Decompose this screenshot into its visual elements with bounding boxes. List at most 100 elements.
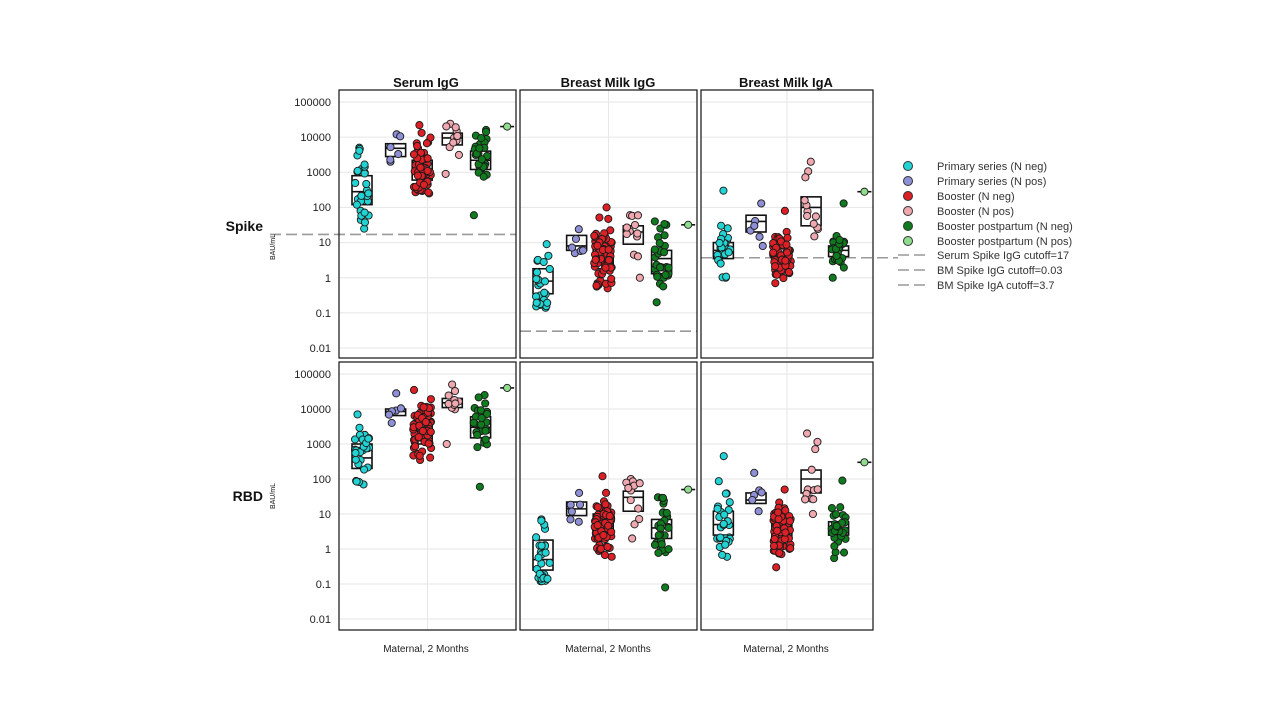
y-axis-ticks-spike: 0.01 0.1 1 10 100 1000 10000 100000: [294, 97, 331, 355]
data-point: [807, 465, 816, 474]
data-point: [532, 298, 541, 307]
legend-marker-booster-n-neg: [903, 191, 913, 201]
data-point: [544, 251, 553, 260]
data-point: [540, 277, 549, 286]
data-point: [716, 259, 725, 268]
data-point: [545, 264, 554, 274]
data-point: [481, 399, 490, 408]
data-point: [717, 221, 726, 230]
data-point: [622, 223, 631, 232]
data-point: [351, 455, 360, 464]
data-point: [424, 439, 433, 448]
row-title-spike: Spike: [226, 218, 264, 234]
y-tick-label: 10000: [300, 132, 331, 144]
data-point: [454, 150, 464, 159]
legend-marker-booster-n-pos: [903, 206, 913, 216]
data-point: [426, 133, 435, 142]
data-point: [630, 520, 639, 529]
data-point: [593, 503, 602, 512]
data-point: [602, 203, 611, 212]
y-axis-ticks-rbd: 0.01 0.1 1 10 100 1000 10000 100000: [294, 369, 331, 626]
data-point: [469, 211, 478, 220]
data-point: [770, 534, 779, 544]
legend-label-postpartum-n-pos: Booster postpartum (N pos): [937, 236, 1072, 248]
y-tick-label: 100: [313, 474, 331, 486]
data-point: [474, 393, 483, 402]
x-label-breast-milk-iga: Maternal, 2 Months: [743, 644, 829, 655]
data-point: [838, 476, 847, 485]
data-point: [357, 191, 366, 200]
data-point: [571, 234, 580, 243]
data-point: [785, 517, 794, 526]
data-point: [604, 214, 613, 223]
data-point: [603, 542, 612, 551]
data-point: [477, 420, 486, 429]
col-title-breast-milk-igg: Breast Milk IgG: [561, 75, 656, 90]
data-point: [810, 232, 819, 241]
data-point: [423, 154, 432, 163]
iqr-box: [745, 214, 767, 233]
data-point: [477, 155, 486, 164]
y-tick-label: 1000: [307, 167, 331, 179]
data-point: [662, 508, 671, 517]
data-point: [784, 268, 793, 277]
data-point: [542, 240, 551, 249]
data-point: [684, 485, 693, 494]
data-point: [604, 245, 613, 254]
data-point: [773, 526, 782, 535]
data-point: [786, 544, 795, 553]
y-tick-label: 10: [319, 509, 331, 521]
data-point: [601, 263, 610, 272]
data-point: [782, 240, 791, 249]
data-point: [352, 200, 361, 209]
data-point: [772, 563, 781, 572]
y-tick-label: 0.1: [316, 308, 331, 320]
data-point: [574, 225, 583, 234]
row-title-rbd: RBD: [233, 488, 263, 504]
data-point: [481, 435, 490, 444]
data-point: [442, 122, 451, 131]
data-point: [418, 426, 427, 436]
data-point: [714, 477, 723, 486]
data-point: [595, 213, 604, 222]
y-tick-label: 100000: [294, 97, 331, 109]
data-point: [568, 243, 577, 252]
legend: Primary series (N neg) Primary series (N…: [898, 161, 1073, 292]
data-point: [656, 263, 665, 272]
data-point: [650, 217, 659, 226]
data-point: [758, 241, 767, 251]
data-point: [809, 219, 818, 228]
data-point: [385, 410, 394, 419]
data-point: [660, 231, 669, 240]
data-point: [783, 233, 792, 242]
data-point: [750, 468, 759, 477]
data-point: [353, 410, 362, 419]
data-point: [503, 383, 512, 392]
data-point: [453, 131, 462, 140]
data-point: [721, 489, 730, 498]
data-point: [722, 272, 731, 281]
data-point: [575, 488, 584, 497]
data-point: [567, 507, 576, 516]
data-point: [476, 406, 485, 415]
data-point: [664, 545, 673, 554]
y-tick-label: 0.01: [310, 343, 331, 355]
data-point: [593, 521, 602, 530]
point-layer: [350, 119, 869, 592]
data-point: [633, 229, 642, 238]
panel-frame: [519, 89, 698, 359]
data-point: [419, 180, 429, 189]
data-point: [839, 548, 849, 557]
legend-marker-primary-n-pos: [903, 176, 913, 186]
data-point: [658, 493, 668, 502]
data-point: [482, 127, 491, 136]
data-point: [414, 433, 423, 442]
data-point: [386, 143, 395, 152]
legend-marker-primary-n-neg: [903, 161, 913, 171]
data-point: [781, 528, 790, 537]
data-point: [832, 521, 841, 531]
data-point: [684, 220, 693, 229]
data-point: [808, 509, 817, 519]
data-point: [813, 485, 822, 494]
data-point: [754, 507, 763, 516]
